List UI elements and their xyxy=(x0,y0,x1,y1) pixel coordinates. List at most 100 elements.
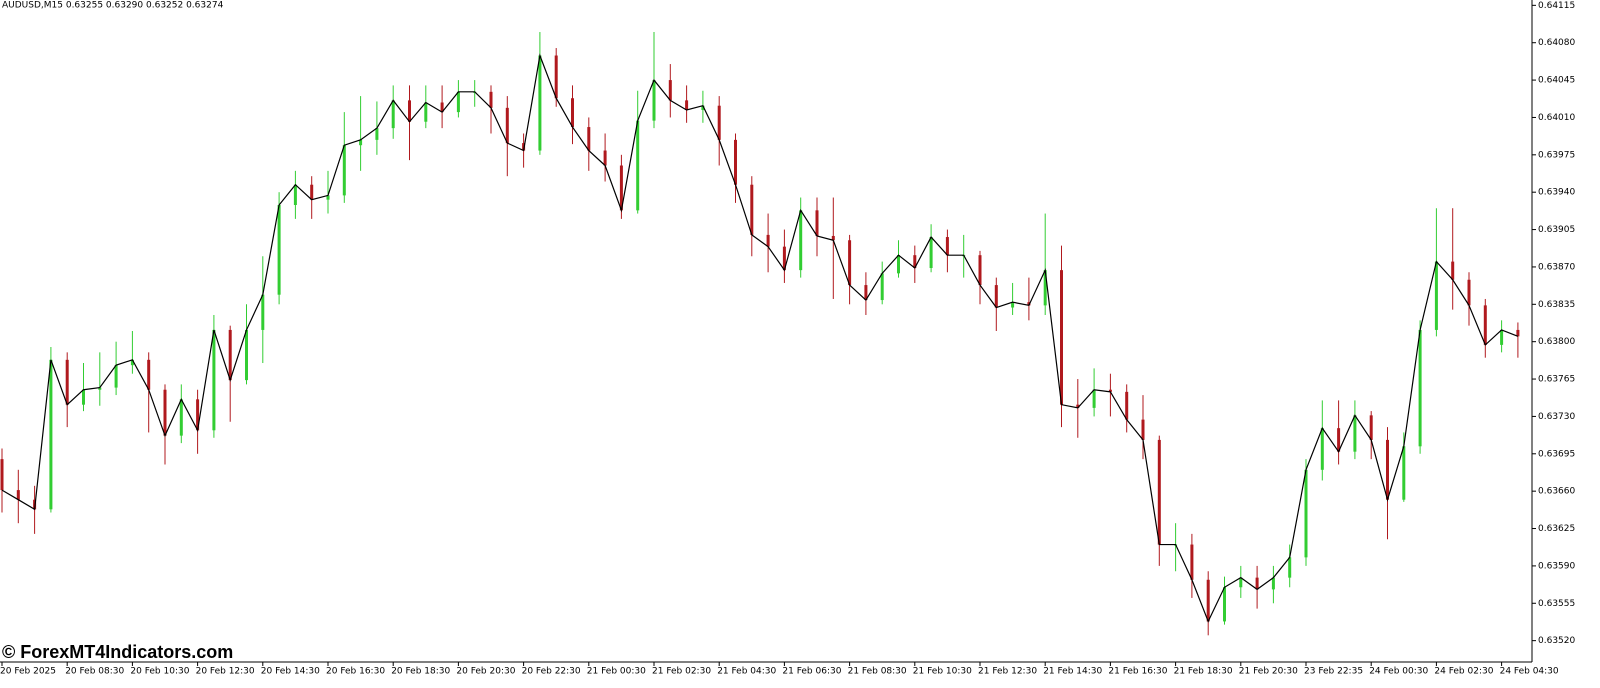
y-tick-label: 0.63520 xyxy=(1538,636,1575,646)
y-tick-label: 0.63975 xyxy=(1538,150,1575,160)
candle-body xyxy=(196,399,200,431)
candle-body xyxy=(408,100,411,122)
candle-body xyxy=(848,240,852,286)
symbol-header: AUDUSD,M15 0.63255 0.63290 0.63252 0.632… xyxy=(2,1,224,11)
candle-body xyxy=(1288,557,1292,578)
candle-body xyxy=(1076,404,1080,408)
candle-body xyxy=(342,145,346,196)
candle-body xyxy=(16,490,20,500)
candle-body xyxy=(522,143,526,151)
candle-body xyxy=(1369,415,1373,440)
candle-body xyxy=(652,80,656,121)
candle-body xyxy=(1223,587,1226,622)
candle-body xyxy=(293,184,297,206)
candle-body xyxy=(1337,428,1341,452)
candle-body xyxy=(245,329,248,381)
candle-body xyxy=(65,359,69,405)
candle-body xyxy=(1108,389,1112,392)
candle-body xyxy=(130,359,134,366)
candle-body xyxy=(147,359,151,390)
candle-body xyxy=(1190,544,1194,580)
y-tick-label: 0.63835 xyxy=(1538,300,1575,310)
x-tick-label: 20 Feb 16:30 xyxy=(326,667,385,677)
candle-body xyxy=(1386,439,1389,500)
candle-body xyxy=(554,55,558,99)
candle-body xyxy=(456,91,460,113)
x-tick-label: 21 Feb 00:30 xyxy=(587,667,646,677)
candle-body xyxy=(978,255,982,286)
x-tick-label: 21 Feb 18:30 xyxy=(1174,667,1233,677)
candle-body xyxy=(815,210,819,236)
y-tick-label: 0.64045 xyxy=(1538,76,1575,86)
candle-body xyxy=(505,107,509,144)
candle-body xyxy=(1206,579,1210,622)
x-tick-label: 20 Feb 18:30 xyxy=(391,667,450,677)
candle-body xyxy=(538,55,542,151)
candle-body xyxy=(864,285,868,301)
x-tick-label: 20 Feb 12:30 xyxy=(196,667,255,677)
candle-body xyxy=(1418,329,1422,447)
x-tick-label: 20 Feb 14:30 xyxy=(261,667,320,677)
candle-body xyxy=(1434,261,1438,330)
y-tick-label: 0.63765 xyxy=(1538,375,1575,385)
candle-body xyxy=(1239,577,1243,588)
candle-body xyxy=(1451,261,1455,280)
x-tick-label: 21 Feb 02:30 xyxy=(652,667,711,677)
candle-body xyxy=(831,235,835,241)
x-tick-label: 21 Feb 16:30 xyxy=(1108,667,1167,677)
plot-area xyxy=(0,32,1520,636)
candle-body xyxy=(359,139,363,146)
candle-body xyxy=(1125,391,1129,420)
y-tick-label: 0.63940 xyxy=(1538,188,1575,198)
y-tick-label: 0.63905 xyxy=(1538,225,1575,235)
candle-body xyxy=(1402,446,1406,500)
candle-body xyxy=(668,80,672,101)
candle-body xyxy=(212,329,216,431)
candle-body xyxy=(1043,270,1047,306)
candle-body xyxy=(424,102,428,122)
x-tick-label: 21 Feb 10:30 xyxy=(913,667,972,677)
x-tick-label: 23 Feb 22:35 xyxy=(1304,667,1363,677)
x-tick-label: 21 Feb 04:30 xyxy=(717,667,776,677)
candle-body xyxy=(261,294,265,330)
candle-body xyxy=(717,105,721,140)
y-tick-label: 0.63625 xyxy=(1538,524,1575,534)
y-tick-label: 0.64115 xyxy=(1538,1,1575,11)
candle-body xyxy=(734,139,737,185)
candle-body xyxy=(228,329,232,381)
candle-body xyxy=(277,205,281,295)
candle-body xyxy=(701,105,705,110)
x-tick-label: 20 Feb 08:30 xyxy=(65,667,124,677)
candle-body xyxy=(391,100,395,129)
x-tick-label: 24 Feb 04:30 xyxy=(1500,667,1559,677)
candle-body xyxy=(0,459,4,491)
candle-body xyxy=(750,184,754,235)
x-tick-label: 20 Feb 2025 xyxy=(0,667,56,677)
candle-body xyxy=(375,128,379,140)
y-tick-label: 0.63800 xyxy=(1538,337,1575,347)
candle-body xyxy=(49,359,53,510)
candle-body xyxy=(1092,389,1096,408)
candle-body xyxy=(913,255,917,269)
y-tick-label: 0.63870 xyxy=(1538,262,1575,272)
candle-body xyxy=(1516,329,1520,337)
candle-body xyxy=(880,273,884,301)
y-tick-label: 0.63730 xyxy=(1538,412,1575,422)
x-tick-label: 21 Feb 20:30 xyxy=(1239,667,1298,677)
candle-body xyxy=(799,210,803,271)
x-tick-label: 21 Feb 14:30 xyxy=(1043,667,1102,677)
candle-body xyxy=(636,120,640,211)
candle-body xyxy=(897,255,900,274)
candle-body xyxy=(945,237,949,256)
candle-body xyxy=(1304,469,1308,558)
candle-body xyxy=(82,389,85,405)
x-tick-label: 24 Feb 02:30 xyxy=(1434,667,1493,677)
x-tick-label: 21 Feb 08:30 xyxy=(848,667,907,677)
y-tick-label: 0.63590 xyxy=(1538,561,1575,571)
x-tick-label: 20 Feb 22:30 xyxy=(522,667,581,677)
candle-body xyxy=(782,246,786,271)
candle-body xyxy=(1060,270,1063,405)
candle-body xyxy=(179,399,183,436)
candle-body xyxy=(929,237,933,269)
